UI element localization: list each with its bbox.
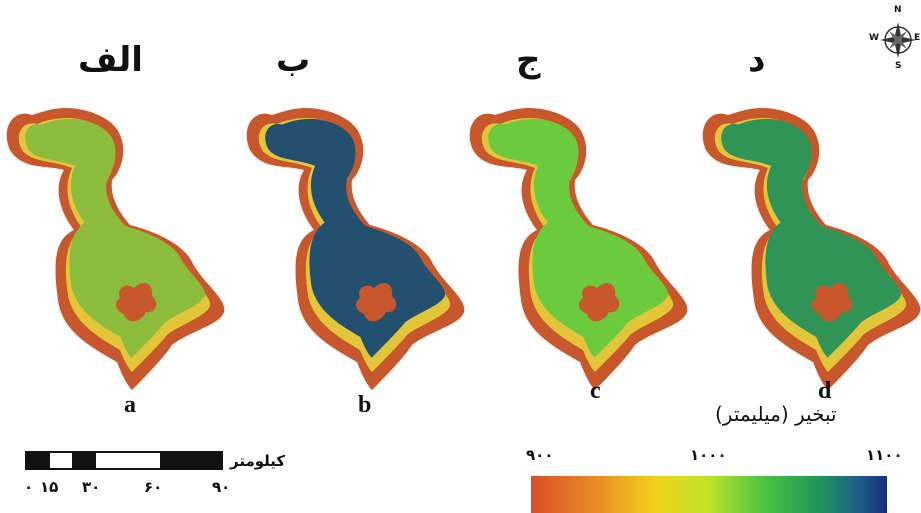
lake-map-b — [246, 108, 465, 390]
evaporation-colorbar — [531, 476, 887, 513]
scale-tick-30: ۳۰ — [82, 478, 101, 496]
legend-tick-900: ۹۰۰ — [526, 446, 554, 464]
scale-tick-15: ۱۵ — [40, 478, 59, 496]
compass-w: W — [869, 33, 879, 43]
panel-letter-d: d — [818, 378, 832, 404]
scale-unit-label: کیلومتر — [230, 452, 286, 470]
panel-letter-a: a — [124, 392, 136, 418]
scale-bar — [25, 451, 223, 470]
compass-s: S — [895, 61, 902, 71]
panel-title-alef: الف — [78, 40, 143, 80]
lake-map-a — [6, 108, 225, 390]
scale-tick-90: ۹۰ — [212, 478, 231, 496]
scale-tick-0: ۰ — [24, 478, 34, 496]
scale-tick-60: ۶۰ — [144, 478, 163, 496]
compass-n: N — [894, 5, 902, 15]
lake-map-c — [469, 108, 688, 390]
compass-icon — [880, 22, 916, 58]
legend-title: تبخیر (میلیمتر) — [715, 402, 837, 426]
panel-title-jim: ج — [516, 40, 541, 80]
panel-title-be: ب — [276, 40, 311, 80]
panel-letter-c: c — [590, 378, 601, 404]
lake-map-d — [702, 108, 921, 390]
panel-title-dal: د — [748, 40, 766, 80]
legend-tick-1000: ۱۰۰۰ — [690, 446, 727, 464]
compass-e: E — [914, 33, 921, 43]
legend-tick-1100: ۱۱۰۰ — [866, 446, 903, 464]
panel-letter-b: b — [358, 392, 372, 418]
